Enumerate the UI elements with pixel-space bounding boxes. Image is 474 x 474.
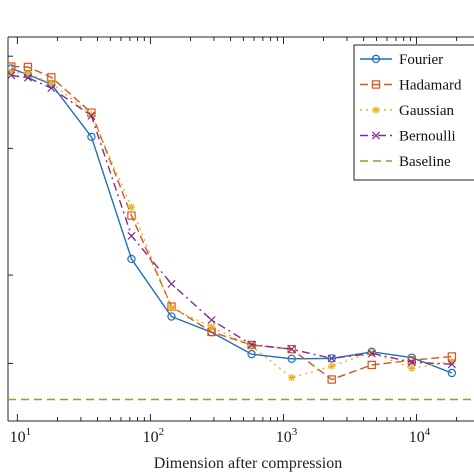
data-point [167, 304, 176, 312]
data-point [447, 360, 456, 369]
data-point [8, 71, 16, 80]
data-point [287, 354, 296, 363]
data-point [447, 368, 457, 378]
plot-frame-group [7, 36, 474, 422]
data-point [327, 354, 336, 363]
data-point [367, 360, 376, 370]
data-point [371, 131, 381, 140]
data-point [167, 279, 176, 288]
data-point [47, 79, 55, 87]
legend-label: Hadamard [399, 78, 462, 94]
data-point [47, 84, 56, 93]
series-gaussian [8, 69, 456, 382]
data-point [327, 354, 336, 363]
data-point [8, 69, 15, 77]
data-point [87, 132, 96, 142]
data-point [328, 362, 336, 370]
data-point [248, 342, 256, 350]
x-tick-label: 103 [276, 426, 298, 446]
data-point [288, 374, 296, 382]
data-point [167, 312, 176, 321]
data-point [87, 111, 96, 120]
x-tick-label: 104 [409, 426, 431, 446]
legend-label: Bernoulli [399, 129, 456, 145]
data-point [448, 357, 456, 366]
data-point [207, 323, 216, 331]
data-point [24, 69, 32, 78]
x-axis-label: Dimension after compression [154, 455, 342, 472]
legend-label: Baseline [399, 154, 451, 170]
series-line [11, 65, 452, 381]
data-point [207, 315, 216, 325]
data-point [247, 340, 256, 349]
data-point [127, 231, 136, 240]
x-tick-label: 101 [10, 426, 32, 446]
data-point [127, 254, 136, 264]
data-point [247, 349, 256, 359]
data-point [367, 349, 376, 358]
data-point [407, 356, 417, 365]
data-point [23, 73, 32, 82]
data-point [371, 54, 381, 64]
legend-label: Gaussian [399, 103, 454, 119]
data-point [87, 110, 96, 119]
ticks-group: 101 102 103 104 [8, 37, 458, 446]
data-point [372, 106, 380, 114]
data-point [407, 358, 416, 367]
data-point [127, 211, 136, 220]
data-point [287, 345, 296, 354]
data-point [327, 375, 336, 384]
data-point [408, 364, 416, 372]
legend: Fourier Hadamard Gaussian Bernoulli Baseline [353, 44, 474, 181]
series-group [8, 62, 474, 401]
data-point [127, 203, 136, 211]
x-tick-label: 102 [143, 426, 165, 446]
series-bernoulli [8, 71, 456, 369]
legend-label: Fourier [399, 52, 443, 68]
data-point [371, 80, 381, 89]
